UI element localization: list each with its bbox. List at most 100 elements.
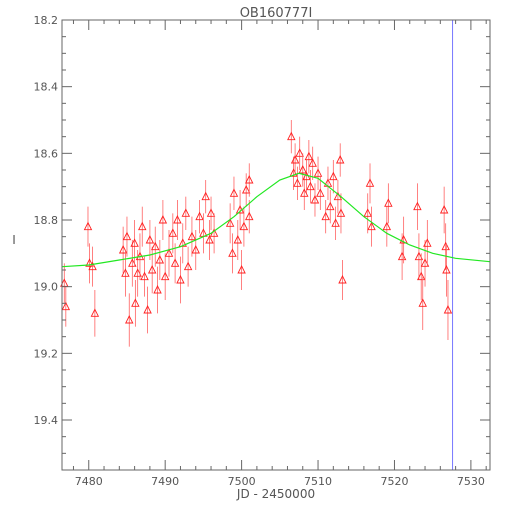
data-point (439, 186, 449, 234)
data-point (155, 240, 165, 280)
x-tick-label: 7510 (304, 475, 332, 488)
triangle-marker (326, 201, 335, 211)
data-point (414, 233, 424, 280)
x-tick-label: 7490 (151, 475, 179, 488)
triangle-marker (118, 244, 128, 254)
data-point (416, 253, 426, 300)
triangle-marker (365, 178, 375, 187)
data-point (300, 176, 309, 210)
triangle-marker (90, 308, 100, 317)
data-point (413, 183, 422, 230)
data-point (321, 200, 330, 234)
triangle-marker (122, 231, 132, 241)
data-point (164, 230, 174, 277)
data-point (237, 250, 246, 290)
data-point (420, 240, 430, 287)
triangle-marker (308, 158, 317, 167)
triangle-marker (439, 204, 449, 214)
data-point (158, 200, 168, 240)
data-point (306, 170, 315, 204)
y-tick-label: 18.6 (34, 147, 59, 160)
triangle-marker (206, 208, 216, 217)
data-point (228, 233, 237, 274)
triangle-marker (331, 218, 340, 227)
chart-title: OB160777I (240, 6, 313, 21)
data-point (316, 176, 325, 210)
triangle-marker (173, 214, 182, 224)
triangle-marker (443, 304, 453, 314)
data-point (384, 183, 393, 224)
data-point (121, 250, 130, 297)
triangle-marker (61, 301, 71, 311)
data-point (140, 256, 149, 297)
data-point (295, 136, 304, 170)
triangle-marker (85, 258, 94, 267)
data-point (308, 146, 317, 180)
triangle-marker (414, 251, 424, 261)
data-point (233, 220, 243, 260)
triangle-marker (143, 304, 152, 314)
triangle-marker (229, 188, 239, 197)
y-tick-label: 18.8 (34, 214, 59, 227)
data-point (206, 196, 216, 230)
triangle-marker (367, 221, 376, 231)
x-tick-label: 7520 (380, 475, 408, 488)
data-point (310, 183, 320, 217)
triangle-marker (155, 254, 165, 264)
data-point (338, 260, 347, 300)
data-point (160, 253, 170, 300)
triangle-marker (181, 208, 191, 217)
model-curve (61, 172, 491, 268)
data-point (61, 286, 71, 327)
triangle-marker (176, 274, 185, 284)
triangle-marker (336, 208, 346, 217)
data-point (367, 206, 376, 247)
triangle-marker (168, 228, 178, 237)
data-point (304, 140, 314, 174)
data-point (382, 206, 392, 247)
triangle-marker (133, 268, 142, 277)
triangle-marker (83, 221, 93, 231)
data-point (125, 293, 134, 347)
triangle-marker (225, 218, 235, 227)
data-point (201, 180, 210, 214)
y-tick-label: 18.2 (34, 14, 59, 27)
triangle-marker (145, 234, 155, 244)
data-point (170, 243, 180, 284)
triangle-marker (241, 184, 251, 194)
triangle-marker (306, 181, 315, 191)
data-point (168, 213, 178, 254)
triangle-marker (293, 178, 302, 187)
data-layer (60, 20, 491, 470)
triangle-marker (205, 234, 214, 244)
triangle-marker (304, 151, 314, 161)
data-point (290, 143, 300, 177)
triangle-marker (420, 258, 430, 267)
triangle-marker (128, 258, 137, 267)
triangle-marker (423, 238, 432, 247)
triangle-marker (245, 174, 254, 184)
triangle-marker (300, 188, 309, 197)
data-point (329, 160, 338, 194)
data-point (331, 206, 340, 240)
data-point (85, 243, 94, 284)
data-point (145, 220, 155, 260)
triangle-marker (290, 154, 300, 164)
data-point (239, 206, 249, 247)
data-point (153, 266, 162, 314)
triangle-marker (316, 188, 325, 197)
y-tick-label: 19.2 (34, 347, 59, 360)
x-tick-label: 7480 (75, 475, 103, 488)
triangle-marker (233, 234, 243, 244)
data-point (131, 280, 140, 327)
data-point (423, 220, 432, 267)
axes-layer: 7480 7490 7500 7510 7520 7530 18.2 18.4 18.6 18.8… (34, 14, 491, 488)
data-point (245, 200, 254, 234)
triangle-marker (442, 264, 451, 274)
data-point (326, 190, 335, 224)
triangle-marker (151, 241, 160, 251)
triangle-marker (170, 258, 180, 267)
triangle-marker (287, 131, 296, 141)
triangle-marker (382, 221, 392, 231)
